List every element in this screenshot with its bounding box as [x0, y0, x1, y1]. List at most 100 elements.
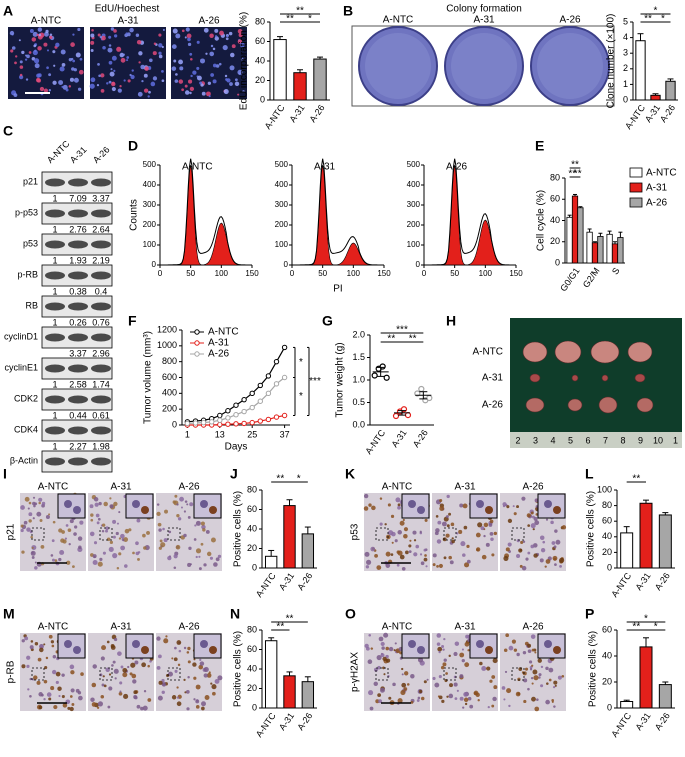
series-point	[281, 374, 288, 381]
cell-dot	[403, 527, 409, 532]
y-tick-label: 400	[143, 180, 157, 189]
cell-dot	[157, 654, 162, 659]
data-point	[426, 394, 433, 402]
ratio-label: 2.76	[69, 224, 87, 234]
series-point	[241, 420, 247, 427]
cell-dot	[144, 66, 149, 71]
cell-dot	[147, 698, 152, 702]
cell-dot	[532, 528, 535, 531]
cell-dot	[540, 665, 544, 669]
y-tick-label: 200	[162, 404, 177, 414]
cell-dot	[448, 654, 451, 658]
x-tick-label: 50	[450, 269, 459, 278]
x-tick-label: A-31	[287, 103, 306, 124]
cell-dot	[70, 670, 75, 675]
y-tick-label: 0	[555, 257, 560, 267]
x-tick-label: A-26	[653, 571, 672, 592]
cell-dot	[143, 690, 147, 693]
cell-dot	[501, 686, 506, 690]
cell-dot	[383, 673, 386, 676]
cell-dot	[70, 42, 75, 47]
cell-dot	[214, 28, 219, 33]
y-tick-label: 20	[255, 75, 265, 85]
cell-dot	[225, 78, 228, 81]
cell-dot	[176, 701, 182, 707]
x-tick-label: A-26	[658, 103, 677, 124]
inset	[125, 633, 154, 659]
cell-dot	[388, 646, 394, 652]
cell-dot	[51, 669, 57, 675]
y-axis-label: Positive cells (%)	[233, 631, 244, 707]
cell-dot	[10, 49, 14, 53]
series-line	[187, 347, 286, 423]
cell-dot	[402, 518, 405, 522]
cell-dot	[96, 521, 100, 525]
blot-band	[91, 240, 111, 249]
cell-dot	[21, 550, 25, 554]
cell-dot	[490, 537, 494, 542]
cell-dot	[199, 81, 203, 85]
bar	[313, 58, 327, 101]
y-tick-label: 400	[407, 180, 421, 189]
cell-dot	[31, 556, 35, 559]
inset	[57, 493, 86, 519]
series-point	[184, 420, 191, 427]
ratio-label: 1.93	[69, 255, 87, 265]
cell-dot	[200, 521, 205, 526]
cell-dot	[409, 539, 412, 542]
inset-cell	[553, 646, 561, 654]
blot-band	[68, 333, 88, 342]
bar	[586, 231, 593, 264]
series-point	[273, 358, 280, 365]
bar	[597, 236, 604, 264]
x-tick-label: 0	[158, 269, 163, 278]
tumor	[522, 341, 548, 363]
cell-dot	[522, 540, 526, 543]
y-tick-label: 80	[602, 500, 612, 510]
cell-dot	[517, 677, 521, 682]
cell-dot	[532, 669, 538, 675]
cell-dot	[503, 648, 508, 652]
series-point	[257, 382, 263, 389]
cell-dot	[206, 673, 212, 678]
cell-dot	[172, 28, 178, 34]
cell-dot	[444, 678, 448, 683]
series-point	[192, 420, 199, 426]
cell-dot	[441, 521, 447, 527]
y-tick-label: 100	[143, 240, 157, 249]
panel-letter: I	[3, 466, 7, 482]
ruler	[510, 432, 682, 448]
ruler-number: 9	[638, 435, 643, 445]
cell-dot	[237, 39, 243, 44]
cell-dot	[21, 664, 26, 669]
cell-dot	[158, 43, 163, 48]
cell-dot	[527, 524, 531, 527]
cell-dot	[134, 660, 139, 665]
cell-dot	[456, 532, 459, 535]
cell-dot	[148, 90, 151, 94]
cell-dot	[105, 526, 109, 531]
y-tick-label: 2	[623, 63, 628, 73]
cell-dot	[108, 686, 113, 691]
cell-dot	[43, 698, 46, 701]
cell-dot	[113, 501, 118, 507]
cell-dot	[212, 63, 217, 68]
cell-dot	[441, 645, 445, 649]
cell-dot	[100, 73, 105, 78]
cell-dot	[113, 69, 116, 72]
y-tick-label: 300	[275, 200, 289, 209]
cell-dot	[184, 36, 187, 39]
cell-dot	[196, 75, 202, 81]
ratio-label: 1.74	[92, 379, 110, 389]
cell-dot	[64, 537, 68, 540]
cell-dot	[193, 658, 196, 661]
cell-dot	[365, 565, 370, 569]
cell-dot	[48, 513, 51, 516]
cell-dot	[117, 88, 122, 93]
lane-label: A-31	[68, 145, 89, 166]
cell-dot	[538, 676, 541, 679]
x-axis-label: Days	[225, 442, 248, 453]
cell-dot	[385, 563, 391, 568]
cell-dot	[132, 679, 137, 684]
cell-dot	[19, 65, 24, 69]
